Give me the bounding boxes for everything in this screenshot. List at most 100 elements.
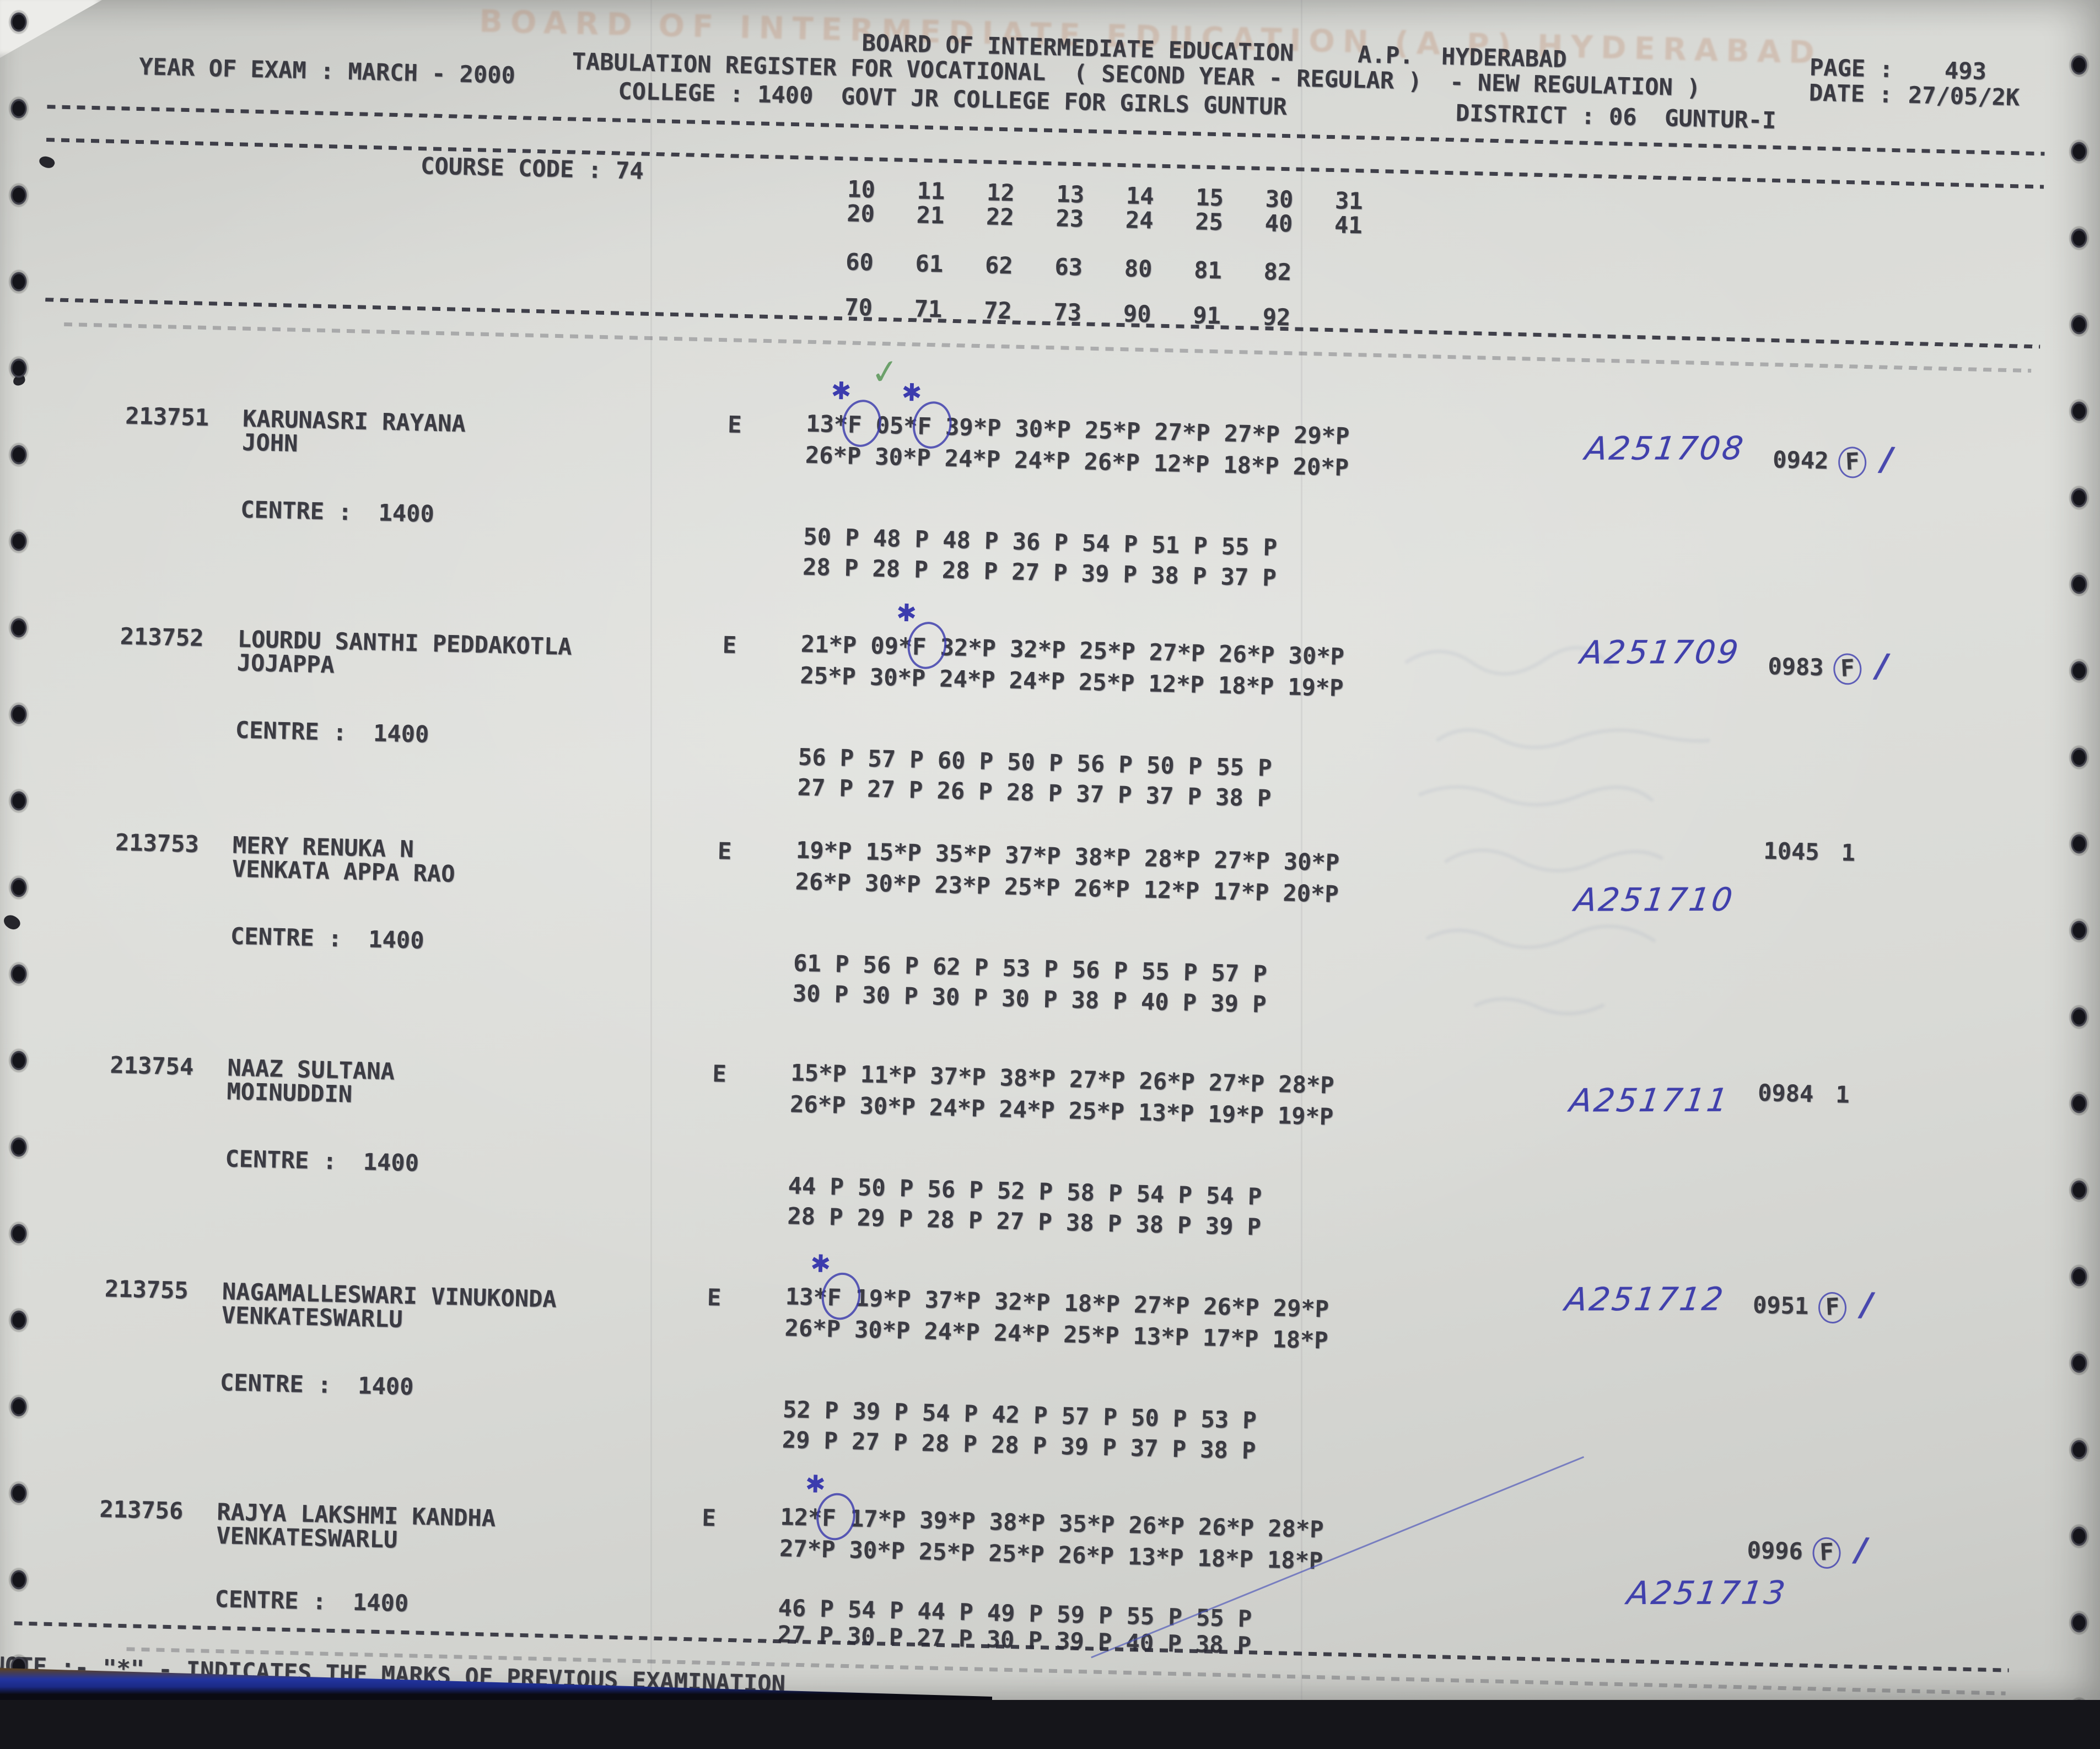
registration-number: 213754 <box>109 1051 194 1080</box>
pen-star-annotation: ✱ <box>896 599 917 628</box>
fail-letter-circled: F <box>1838 446 1867 479</box>
student-record: 213755 NAGAMALLESWARI VINUKONDA VENKATES… <box>0 1274 2069 1464</box>
divider-rule-ghost <box>64 322 2032 373</box>
registration-number: 213752 <box>120 622 204 652</box>
marks-row-1: 21*P 09*F 32*P 32*P 25*P 27*P 26*P 30*P <box>800 630 1345 670</box>
pen-star-annotation: ✱ <box>810 1250 831 1279</box>
certificate-number-handwritten: A251708 <box>1582 429 1748 467</box>
subject-codes-row: 60 61 62 63 80 81 82 <box>845 248 1292 286</box>
certificate-number-handwritten: A251713 <box>1625 1574 1790 1612</box>
father-name: VENKATA APPA RAO <box>231 855 456 887</box>
paper-crease <box>1301 0 1302 1700</box>
paper-crease <box>650 0 652 1700</box>
father-name: MOINUDDIN <box>226 1078 353 1108</box>
centre-label: CENTRE : <box>235 716 347 746</box>
marks-row-3: 44 P 50 P 56 P 52 P 58 P 54 P 54 P <box>788 1172 1262 1210</box>
centre-line: CENTRE : 1400 <box>240 496 435 528</box>
father-name: JOHN <box>241 428 298 457</box>
registration-number: 213753 <box>115 828 200 858</box>
marks-row-3: 50 P 48 P 48 P 36 P 54 P 51 P 55 P <box>803 523 1278 561</box>
total-marks: 0996 <box>1747 1536 1803 1565</box>
student-record: 213751 KARUNASRI RAYANA JOHN E 13*F 05*F… <box>0 401 2090 591</box>
total-marks: 0942 <box>1772 446 1829 475</box>
result-tick-handwritten: / <box>1860 1285 1873 1323</box>
centre-label: CENTRE : <box>240 496 353 526</box>
marks-row-4: 27 P 27 P 26 P 28 P 37 P 37 P 38 P <box>797 773 1272 812</box>
pen-star-annotation: ✱ <box>901 378 923 407</box>
certificate-number-handwritten: A251712 <box>1563 1280 1728 1319</box>
ghost-handwriting <box>1404 645 1710 1016</box>
marks-row-2: 25*P 30*P 24*P 24*P 25*P 12*P 18*P 19*P <box>799 661 1344 702</box>
total-marks: 0984 <box>1757 1079 1814 1108</box>
centre-code: 1400 <box>357 1372 414 1401</box>
registration-number: 213755 <box>104 1275 189 1304</box>
marks-row-4: 29 P 27 P 28 P 28 P 39 P 37 P 38 P <box>782 1426 1256 1465</box>
medium: E <box>707 1283 721 1311</box>
marks-row-3: 56 P 57 P 60 P 50 P 56 P 50 P 55 P <box>798 743 1273 782</box>
marks-row-1: 15*P 11*P 37*P 38*P 27*P 26*P 27*P 28*P <box>790 1059 1335 1099</box>
medium: E <box>717 837 732 865</box>
ink-scribble <box>37 153 57 171</box>
marks-row-1: 13*F 19*P 37*P 32*P 18*P 27*P 26*P 29*P <box>785 1283 1329 1323</box>
page-number: 493 <box>1944 57 1987 85</box>
course-code-label: COURSE CODE : 74 <box>420 152 644 185</box>
centre-code: 1400 <box>352 1588 409 1617</box>
district-line: DISTRICT : 06 GUNTUR-I <box>1455 99 1776 134</box>
marks-row-2: 27*P 30*P 25*P 25*P 26*P 13*P 18*P 18*P <box>779 1535 1323 1575</box>
centre-code: 1400 <box>363 1148 419 1177</box>
marks-row-2: 26*P 30*P 24*P 24*P 26*P 12*P 18*P 20*P <box>805 441 1349 481</box>
centre-label: CENTRE : <box>219 1369 332 1398</box>
marks-row-2: 26*P 30*P 23*P 25*P 26*P 12*P 17*P 20*P <box>795 868 1339 908</box>
centre-code: 1400 <box>378 499 435 528</box>
result-tick-handwritten: / <box>1876 647 1888 685</box>
centre-line: CENTRE : 1400 <box>230 922 425 954</box>
page-label: PAGE : <box>1809 53 1894 83</box>
sprocket-holes-left <box>1 0 36 1700</box>
marks-row-4: 30 P 30 P 30 P 30 P 38 P 40 P 39 P <box>792 980 1267 1018</box>
result-flag: 1 <box>1835 1081 1850 1108</box>
centre-label: CENTRE : <box>230 922 342 952</box>
date-value: 27/05/2K <box>1908 81 2020 111</box>
result-tick-handwritten: / <box>1855 1531 1868 1569</box>
exam-year-line: YEAR OF EXAM : MARCH - 2000 <box>138 52 516 89</box>
total-marks: 0951 <box>1752 1291 1809 1320</box>
marks-row-1: 12*F 17*P 39*P 38*P 35*P 26*P 26*P 28*P <box>779 1503 1324 1543</box>
total-result: 0996 F / <box>1747 1531 1868 1570</box>
marks-row-4: 28 P 29 P 28 P 27 P 38 P 38 P 39 P <box>787 1202 1262 1241</box>
father-name: VENKATESWARLU <box>221 1301 403 1333</box>
father-name: JOJAPPA <box>236 649 335 679</box>
centre-line: CENTRE : 1400 <box>235 716 429 748</box>
certificate-number-handwritten: A251711 <box>1568 1081 1732 1120</box>
student-record: 213754 NAAZ SULTANA MOINUDDIN E 15*P 11*… <box>0 1050 2075 1240</box>
centre-label: CENTRE : <box>214 1585 327 1615</box>
student-record: 213756 RAJYA LAKSHMI KANDHA VENKATESWARL… <box>0 1494 2064 1659</box>
centre-line: CENTRE : 1400 <box>214 1585 409 1617</box>
sprocket-holes-right <box>2061 0 2097 1700</box>
centre-line: CENTRE : 1400 <box>219 1369 414 1401</box>
medium: E <box>727 411 742 438</box>
fail-letter-circled: F <box>1812 1536 1842 1570</box>
medium: E <box>701 1504 717 1532</box>
marks-row-2: 26*P 30*P 24*P 24*P 25*P 13*P 19*P 19*P <box>789 1090 1334 1131</box>
medium: E <box>712 1059 727 1088</box>
registration-number: 213756 <box>99 1495 184 1525</box>
total-result: 0951 F / <box>1752 1285 1873 1325</box>
pen-star-annotation: ✱ <box>831 376 852 406</box>
medium: E <box>722 631 737 659</box>
marks-row-2: 26*P 30*P 24*P 24*P 25*P 13*P 17*P 18*P <box>784 1314 1329 1354</box>
fail-letter-circled: F <box>1817 1291 1848 1325</box>
father-name: VENKATESWARLU <box>216 1522 398 1553</box>
centre-code: 1400 <box>373 719 429 748</box>
registration-number: 213751 <box>125 402 209 432</box>
marks-row-4: 28 P 28 P 28 P 27 P 39 P 38 P 37 P <box>802 553 1277 591</box>
marks-row-3: 52 P 39 P 54 P 42 P 57 P 50 P 53 P <box>782 1396 1257 1434</box>
centre-code: 1400 <box>368 925 425 954</box>
date-label: DATE : <box>1808 79 1893 108</box>
marks-row-1: 13*F 05*F 39*P 30*P 25*P 27*P 27*P 29*P <box>805 410 1350 450</box>
marks-row-1: 19*P 15*P 35*P 37*P 38*P 28*P 27*P 30*P <box>795 836 1340 876</box>
result-tick-handwritten: / <box>1880 440 1893 478</box>
pen-star-annotation: ✱ <box>805 1470 826 1499</box>
scanned-register-page: BOARD OF INTERMEDIATE EDUCATION (A P) HY… <box>0 0 2100 1700</box>
green-checkmark-annotation: ✓ <box>868 350 902 394</box>
